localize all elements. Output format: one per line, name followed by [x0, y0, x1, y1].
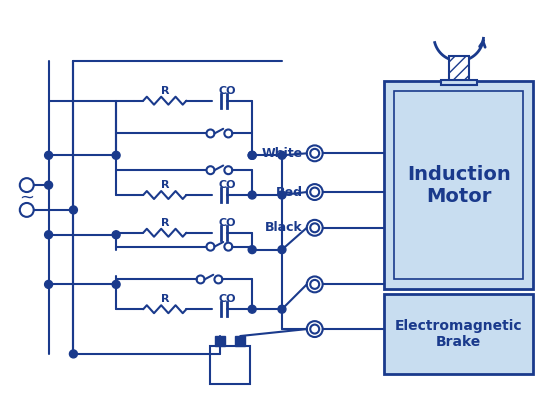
Bar: [384, 294, 533, 374]
Circle shape: [278, 246, 286, 254]
Circle shape: [45, 181, 53, 189]
Text: Black: Black: [265, 221, 303, 234]
Circle shape: [45, 280, 53, 288]
Circle shape: [69, 350, 78, 358]
Circle shape: [278, 151, 286, 159]
Bar: [394, 91, 523, 279]
Circle shape: [248, 246, 256, 254]
Text: R: R: [161, 180, 169, 190]
Circle shape: [248, 151, 256, 159]
Circle shape: [45, 231, 53, 239]
Text: Induction
Motor: Induction Motor: [407, 165, 510, 206]
Circle shape: [278, 191, 286, 199]
Circle shape: [112, 231, 120, 239]
Bar: [216, 336, 225, 346]
Bar: [384, 81, 533, 289]
Circle shape: [69, 206, 78, 214]
Circle shape: [45, 151, 53, 159]
Text: CO: CO: [218, 86, 236, 96]
Text: CO: CO: [218, 294, 236, 304]
Text: R: R: [161, 218, 169, 228]
Circle shape: [248, 305, 256, 313]
Text: CO: CO: [218, 218, 236, 228]
Circle shape: [248, 191, 256, 199]
Text: Electromagnetic
Brake: Electromagnetic Brake: [395, 319, 522, 349]
Bar: [441, 80, 477, 85]
Bar: [449, 56, 469, 81]
Text: CO: CO: [218, 180, 236, 190]
Bar: [211, 346, 250, 384]
Circle shape: [112, 280, 120, 288]
Text: Red: Red: [276, 185, 303, 198]
Text: ~: ~: [19, 189, 34, 206]
Bar: [235, 336, 245, 346]
Text: R: R: [161, 86, 169, 96]
Text: R: R: [161, 294, 169, 304]
Circle shape: [248, 151, 256, 159]
Circle shape: [112, 151, 120, 159]
Text: White: White: [262, 147, 303, 160]
Circle shape: [278, 305, 286, 313]
